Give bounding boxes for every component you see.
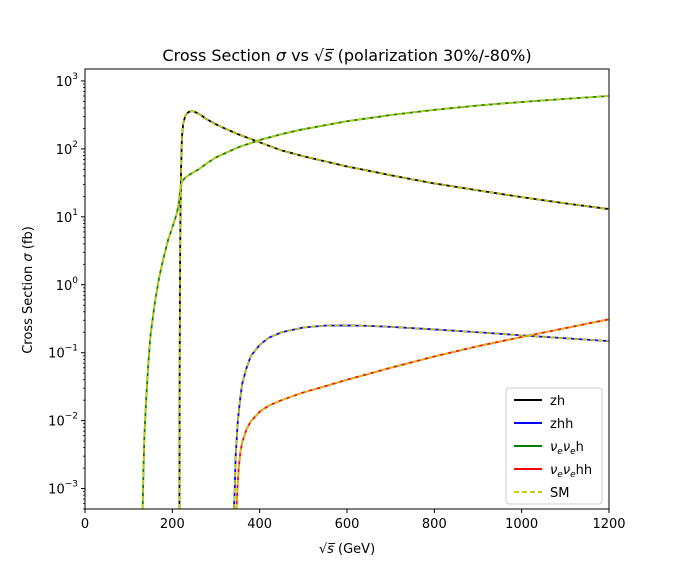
y-tick-label: 10−1 — [48, 344, 78, 362]
sm-line-eehh — [235, 318, 609, 509]
legend-label: zh — [550, 394, 565, 409]
x-axis: 0 200 400 600 800 1000 1200 — [81, 509, 626, 532]
y-axis: 10−3 10−2 10−1 100 101 102 103 — [48, 72, 85, 510]
legend-label: zhh — [550, 417, 573, 432]
chart-title: Cross Section σ vs √s̅ (polarization 30%… — [162, 46, 531, 65]
legend-label: SM — [550, 486, 569, 501]
x-tick-label: 1200 — [592, 517, 625, 532]
y-tick-label: 101 — [56, 208, 78, 226]
sm-line-zh — [178, 110, 609, 509]
y-tick-label: 100 — [56, 276, 79, 294]
x-tick-label: 0 — [81, 517, 89, 532]
legend-label: νeνehh — [550, 463, 592, 480]
x-tick-label: 1000 — [505, 517, 538, 532]
legend-box — [505, 387, 603, 505]
x-tick-label: 800 — [422, 517, 447, 532]
y-tick-label: 10−2 — [48, 412, 78, 430]
legend-label: νeνeh — [550, 440, 584, 457]
x-tick-label: 600 — [335, 517, 360, 532]
y-tick-label: 10−3 — [48, 480, 78, 498]
x-tick-label: 400 — [247, 517, 272, 532]
sm-line-zhh — [233, 324, 609, 509]
x-axis-label: √s̅ (GeV) — [319, 542, 375, 557]
x-tick-label: 200 — [160, 517, 185, 532]
y-axis-label: Cross Section σ (fb) — [21, 226, 36, 354]
y-tick-label: 103 — [56, 72, 78, 90]
legend: zh zhh νeνeh νeνehh SM — [505, 387, 603, 505]
y-tick-label: 102 — [56, 140, 78, 158]
sm-line-eeh — [141, 95, 609, 509]
